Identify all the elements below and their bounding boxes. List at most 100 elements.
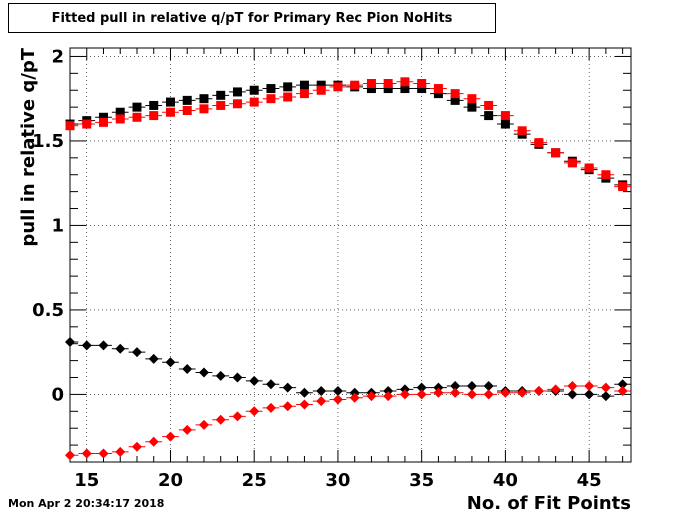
data-point-diamond bbox=[349, 387, 360, 398]
data-point-diamond bbox=[600, 382, 611, 393]
data-point-diamond bbox=[215, 370, 226, 381]
data-point-square bbox=[500, 111, 510, 121]
data-point-diamond bbox=[600, 391, 611, 402]
data-point-square bbox=[283, 82, 293, 92]
data-point-diamond bbox=[399, 384, 410, 395]
data-point-diamond bbox=[316, 386, 327, 397]
data-point-square bbox=[484, 111, 494, 121]
data-point-square bbox=[249, 85, 259, 95]
data-point-diamond bbox=[265, 379, 276, 390]
data-point-diamond bbox=[299, 387, 310, 398]
data-point-square bbox=[115, 107, 125, 117]
data-point-diamond bbox=[332, 394, 343, 405]
data-point-square bbox=[115, 114, 125, 124]
plot-frame bbox=[69, 47, 632, 463]
data-point-square bbox=[400, 84, 410, 94]
data-point-diamond bbox=[416, 389, 427, 400]
data-point-square bbox=[400, 77, 410, 87]
data-point-diamond bbox=[165, 357, 176, 368]
data-point-diamond bbox=[316, 396, 327, 407]
data-point-diamond bbox=[567, 389, 578, 400]
data-point-square bbox=[165, 97, 175, 107]
data-point-square bbox=[165, 107, 175, 117]
data-point-square bbox=[517, 126, 527, 136]
data-point-square bbox=[450, 95, 460, 105]
data-point-square bbox=[132, 102, 142, 112]
data-point-diamond bbox=[182, 424, 193, 435]
axes: 15 20 25 30 35 40 45 0 0.5 1 1.5 2 bbox=[32, 46, 631, 491]
data-point-square bbox=[216, 90, 226, 100]
data-point-square bbox=[316, 80, 326, 90]
data-point-square bbox=[417, 84, 427, 94]
data-point-diamond bbox=[383, 391, 394, 402]
data-point-diamond bbox=[265, 402, 276, 413]
data-point-square bbox=[299, 89, 309, 99]
data-point-diamond bbox=[215, 414, 226, 425]
x-tick-label: 30 bbox=[325, 470, 350, 491]
data-point-square bbox=[467, 94, 477, 104]
data-point-diamond bbox=[249, 406, 260, 417]
data-point-square bbox=[216, 100, 226, 110]
data-point-square bbox=[551, 148, 561, 158]
data-point-diamond bbox=[466, 380, 477, 391]
data-point-diamond bbox=[517, 387, 528, 398]
chart-title: Fitted pull in relative q/pT for Primary… bbox=[51, 11, 453, 26]
data-point-diamond bbox=[483, 389, 494, 400]
data-point-square bbox=[366, 84, 376, 94]
data-point-diamond bbox=[617, 386, 628, 397]
data-point-square bbox=[433, 84, 443, 94]
data-point-diamond bbox=[466, 389, 477, 400]
data-point-diamond bbox=[399, 389, 410, 400]
data-point-square bbox=[484, 100, 494, 110]
data-point-diamond bbox=[584, 389, 595, 400]
data-point-diamond bbox=[366, 391, 377, 402]
data-point-square bbox=[534, 138, 544, 148]
data-point-square bbox=[467, 102, 477, 112]
data-point-diamond bbox=[299, 399, 310, 410]
data-point-diamond bbox=[416, 382, 427, 393]
series-0 bbox=[65, 80, 631, 190]
data-point-diamond bbox=[131, 441, 142, 452]
data-point-diamond bbox=[81, 340, 92, 351]
data-point-square bbox=[350, 80, 360, 90]
data-point-square bbox=[383, 78, 393, 88]
y-tick-label: 0 bbox=[51, 384, 64, 405]
x-tick-label: 15 bbox=[74, 470, 99, 491]
data-point-diamond bbox=[550, 384, 561, 395]
timestamp: Mon Apr 2 20:34:17 2018 bbox=[8, 497, 165, 510]
data-point-diamond bbox=[282, 401, 293, 412]
data-point-square bbox=[366, 78, 376, 88]
data-point-square bbox=[232, 87, 242, 97]
y-tick-label: 2 bbox=[51, 46, 64, 67]
data-point-square bbox=[266, 94, 276, 104]
data-point-square bbox=[65, 121, 75, 131]
data-point-square bbox=[283, 92, 293, 102]
x-tick-label: 45 bbox=[577, 470, 602, 491]
y-tick-label: 1 bbox=[51, 215, 64, 236]
data-point-square bbox=[266, 84, 276, 94]
data-point-square bbox=[182, 106, 192, 116]
data-point-square bbox=[500, 119, 510, 129]
data-point-square bbox=[299, 80, 309, 90]
data-point-diamond bbox=[450, 387, 461, 398]
data-point-diamond bbox=[148, 353, 159, 364]
data-point-square bbox=[149, 111, 159, 121]
data-point-square bbox=[149, 100, 159, 110]
y-axis-label: pull in relative q/pT bbox=[18, 47, 39, 246]
data-point-diamond bbox=[198, 419, 209, 430]
data-point-square bbox=[601, 170, 611, 180]
data-point-square bbox=[199, 104, 209, 114]
data-marks bbox=[65, 77, 631, 461]
data-point-diamond bbox=[249, 375, 260, 386]
data-point-diamond bbox=[584, 380, 595, 391]
data-point-square bbox=[199, 94, 209, 104]
data-point-square bbox=[618, 182, 628, 192]
data-point-diamond bbox=[383, 386, 394, 397]
data-point-diamond bbox=[500, 387, 511, 398]
data-point-diamond bbox=[349, 392, 360, 403]
data-point-diamond bbox=[450, 380, 461, 391]
data-point-diamond bbox=[98, 448, 109, 459]
x-tick-label: 35 bbox=[409, 470, 434, 491]
data-point-diamond bbox=[533, 386, 544, 397]
x-tick-label: 25 bbox=[242, 470, 267, 491]
